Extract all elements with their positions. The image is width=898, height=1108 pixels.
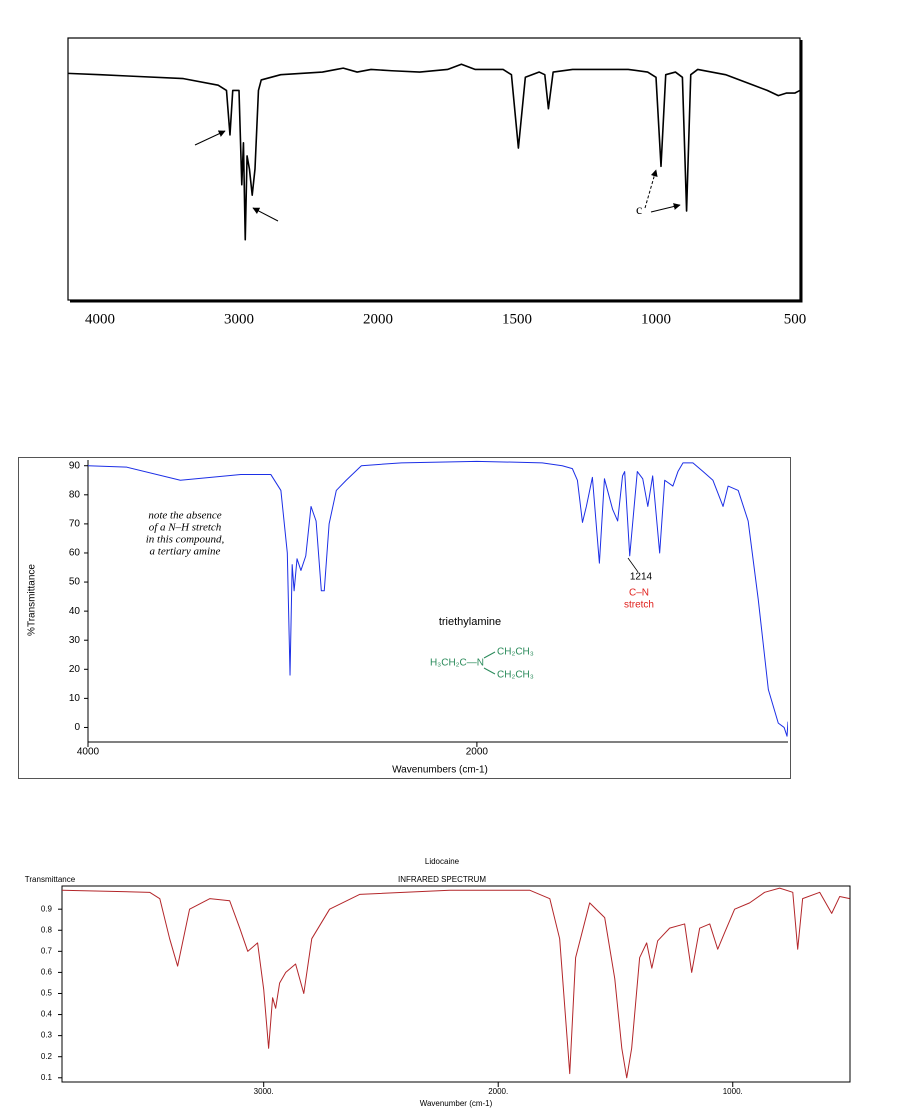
x-tick-label: 3000 [224, 311, 254, 327]
band-label: C–N [629, 588, 649, 599]
x-tick-label: 2000 [466, 747, 489, 758]
note: note the absence [148, 510, 221, 522]
y-tick-label: 50 [69, 577, 81, 588]
y-tick-label: 0.3 [41, 1031, 53, 1040]
y-tick-label: 20 [69, 664, 81, 675]
spectrum-line [88, 460, 788, 737]
arrow [650, 203, 681, 213]
spectrum-line [62, 887, 850, 1079]
y-tick-label: 0.7 [41, 946, 53, 955]
y-tick-label: 90 [69, 460, 81, 471]
y-axis-label: %Transmittance [27, 564, 38, 636]
x-tick-label: 4000 [77, 747, 100, 758]
y-tick-label: 0.8 [41, 925, 53, 934]
y-tick-label: 10 [69, 693, 81, 704]
bond [483, 651, 496, 675]
chart-title: Lidocaine [425, 857, 460, 866]
x-tick-label: 2000. [488, 1087, 508, 1096]
x-tick-label: 3000. [254, 1087, 274, 1096]
x-tick-label: 1000. [723, 1087, 743, 1096]
y-tick-label: 0.4 [41, 1010, 53, 1019]
x-tick-label: 4000 [85, 311, 115, 327]
y-tick-label: 0.6 [41, 968, 53, 977]
x-axis-label: Wavenumber (cm-1) [420, 1099, 493, 1108]
band-label: stretch [624, 600, 654, 611]
compound-name: triethylamine [439, 616, 501, 628]
note: in this compound, [146, 534, 225, 546]
note: a tertiary amine [150, 546, 221, 558]
x-tick-label: 500 [784, 311, 807, 327]
x-tick-label: 1500 [502, 311, 532, 327]
y-tick-label: 0.9 [41, 904, 53, 913]
annotation: c [636, 203, 642, 218]
x-tick-label: 1000 [641, 311, 671, 327]
structure: H₃CH₂C—N [430, 658, 484, 669]
x-axis-label: Wavenumbers (cm-1) [392, 765, 488, 776]
frame-shadow [70, 40, 803, 303]
structure: CH₂CH₃ [497, 670, 534, 681]
arrow [252, 207, 279, 222]
plot-frame [67, 37, 801, 301]
leader-line [627, 557, 639, 573]
y-tick-label: 0.5 [41, 989, 53, 998]
chart-subtitle: INFRARED SPECTRUM [398, 875, 486, 884]
x-tick-label: 2000 [363, 311, 393, 327]
spectrum-line [68, 63, 800, 241]
y-tick-label: 0.1 [41, 1073, 53, 1082]
y-tick-label: 0.2 [41, 1052, 53, 1061]
axes [87, 460, 788, 743]
y-tick-label: 80 [69, 489, 81, 500]
chart-frame [18, 457, 791, 779]
note: of a N–H stretch [149, 522, 222, 534]
y-axis-label: Transmittance [25, 875, 76, 884]
peak-label: 1214 [630, 572, 653, 583]
y-tick-label: 40 [69, 606, 81, 617]
plot-frame [61, 885, 851, 1083]
arrow [644, 169, 658, 209]
y-tick-label: 0 [74, 722, 80, 733]
structure: CH₂CH₃ [497, 647, 534, 658]
arrow [194, 130, 226, 146]
y-tick-label: 70 [69, 519, 81, 530]
y-tick-label: 30 [69, 635, 81, 646]
y-tick-label: 60 [69, 548, 81, 559]
